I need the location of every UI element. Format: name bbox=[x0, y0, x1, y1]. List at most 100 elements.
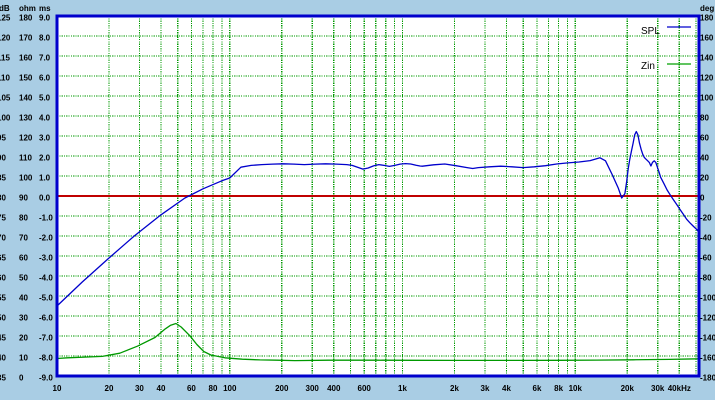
svg-text:200: 200 bbox=[275, 384, 289, 393]
svg-text:SPL: SPL bbox=[641, 26, 660, 37]
svg-text:2k: 2k bbox=[450, 384, 459, 393]
svg-text:2.0: 2.0 bbox=[39, 154, 51, 163]
svg-text:20: 20 bbox=[700, 174, 709, 183]
svg-text:115: 115 bbox=[0, 54, 10, 63]
svg-text:400: 400 bbox=[327, 384, 341, 393]
svg-text:100: 100 bbox=[700, 94, 714, 103]
svg-text:0: 0 bbox=[700, 194, 705, 203]
svg-text:120: 120 bbox=[0, 34, 11, 43]
svg-text:75: 75 bbox=[0, 214, 6, 223]
svg-text:55: 55 bbox=[0, 294, 6, 303]
svg-text:20k: 20k bbox=[621, 384, 635, 393]
svg-text:50: 50 bbox=[19, 274, 28, 283]
svg-text:dB: dB bbox=[0, 4, 10, 13]
svg-text:170: 170 bbox=[19, 34, 33, 43]
svg-text:95: 95 bbox=[0, 134, 6, 143]
svg-text:-9.0: -9.0 bbox=[39, 374, 53, 383]
svg-text:30k: 30k bbox=[651, 384, 665, 393]
svg-text:-5.0: -5.0 bbox=[39, 294, 53, 303]
svg-text:160: 160 bbox=[700, 34, 714, 43]
svg-text:9.0: 9.0 bbox=[39, 14, 51, 23]
svg-text:65: 65 bbox=[0, 254, 6, 263]
svg-text:125: 125 bbox=[0, 14, 11, 23]
svg-text:110: 110 bbox=[0, 74, 10, 83]
svg-text:7.0: 7.0 bbox=[39, 54, 51, 63]
svg-text:70: 70 bbox=[19, 234, 28, 243]
svg-text:70: 70 bbox=[0, 234, 6, 243]
svg-text:85: 85 bbox=[0, 174, 6, 183]
svg-text:-60: -60 bbox=[700, 254, 712, 263]
svg-text:600: 600 bbox=[358, 384, 372, 393]
svg-text:0: 0 bbox=[19, 374, 24, 383]
svg-text:0.0: 0.0 bbox=[39, 194, 51, 203]
svg-text:3k: 3k bbox=[481, 384, 490, 393]
svg-text:30: 30 bbox=[135, 384, 144, 393]
svg-text:100: 100 bbox=[223, 384, 237, 393]
svg-text:100: 100 bbox=[19, 174, 33, 183]
svg-text:Zin: Zin bbox=[641, 61, 655, 72]
svg-text:-3.0: -3.0 bbox=[39, 254, 53, 263]
svg-text:120: 120 bbox=[19, 134, 33, 143]
svg-text:ohm: ohm bbox=[19, 4, 36, 13]
svg-text:6.0: 6.0 bbox=[39, 74, 51, 83]
svg-text:110: 110 bbox=[19, 154, 32, 163]
svg-text:60: 60 bbox=[700, 134, 709, 143]
svg-text:-6.0: -6.0 bbox=[39, 314, 53, 323]
svg-text:-1.0: -1.0 bbox=[39, 214, 53, 223]
svg-text:20: 20 bbox=[105, 384, 114, 393]
svg-text:80: 80 bbox=[19, 214, 28, 223]
svg-text:180: 180 bbox=[19, 14, 33, 23]
svg-text:80: 80 bbox=[209, 384, 218, 393]
svg-text:50: 50 bbox=[0, 314, 6, 323]
svg-text:140: 140 bbox=[700, 54, 714, 63]
svg-text:150: 150 bbox=[19, 74, 33, 83]
svg-text:-140: -140 bbox=[700, 334, 715, 343]
svg-text:180: 180 bbox=[700, 14, 714, 23]
svg-text:60: 60 bbox=[19, 254, 28, 263]
svg-text:120: 120 bbox=[700, 74, 714, 83]
svg-text:1.0: 1.0 bbox=[39, 174, 51, 183]
svg-text:deg: deg bbox=[700, 4, 714, 13]
svg-text:60: 60 bbox=[0, 274, 6, 283]
svg-text:-40: -40 bbox=[700, 234, 712, 243]
svg-text:40: 40 bbox=[157, 384, 166, 393]
svg-text:-8.0: -8.0 bbox=[39, 354, 53, 363]
svg-text:40: 40 bbox=[700, 154, 709, 163]
svg-text:-180: -180 bbox=[700, 374, 715, 383]
svg-text:8.0: 8.0 bbox=[39, 34, 51, 43]
svg-text:80: 80 bbox=[0, 194, 6, 203]
svg-text:40: 40 bbox=[19, 294, 28, 303]
svg-text:ms: ms bbox=[39, 4, 51, 13]
svg-text:10: 10 bbox=[53, 384, 62, 393]
svg-text:8k: 8k bbox=[554, 384, 563, 393]
svg-text:90: 90 bbox=[19, 194, 28, 203]
svg-text:100: 100 bbox=[0, 114, 11, 123]
svg-text:300: 300 bbox=[306, 384, 320, 393]
svg-text:130: 130 bbox=[19, 114, 33, 123]
svg-text:160: 160 bbox=[19, 54, 33, 63]
svg-text:-100: -100 bbox=[700, 294, 715, 303]
svg-text:5.0: 5.0 bbox=[39, 94, 51, 103]
svg-text:4.0: 4.0 bbox=[39, 114, 51, 123]
svg-text:3.0: 3.0 bbox=[39, 134, 51, 143]
svg-text:-120: -120 bbox=[700, 314, 715, 323]
svg-text:-4.0: -4.0 bbox=[39, 274, 53, 283]
svg-text:-20: -20 bbox=[700, 214, 712, 223]
svg-text:-80: -80 bbox=[700, 274, 712, 283]
svg-text:140: 140 bbox=[19, 94, 33, 103]
svg-text:40kHz: 40kHz bbox=[668, 384, 691, 393]
svg-text:90: 90 bbox=[0, 154, 6, 163]
svg-text:80: 80 bbox=[700, 114, 709, 123]
svg-text:40: 40 bbox=[0, 354, 6, 363]
svg-text:1k: 1k bbox=[398, 384, 407, 393]
svg-text:-2.0: -2.0 bbox=[39, 234, 53, 243]
svg-text:-7.0: -7.0 bbox=[39, 334, 53, 343]
svg-text:10: 10 bbox=[19, 354, 28, 363]
svg-text:30: 30 bbox=[19, 314, 28, 323]
svg-text:105: 105 bbox=[0, 94, 11, 103]
svg-text:10k: 10k bbox=[569, 384, 583, 393]
svg-text:20: 20 bbox=[19, 334, 28, 343]
svg-text:45: 45 bbox=[0, 334, 6, 343]
svg-text:35: 35 bbox=[0, 374, 6, 383]
svg-text:60: 60 bbox=[187, 384, 196, 393]
